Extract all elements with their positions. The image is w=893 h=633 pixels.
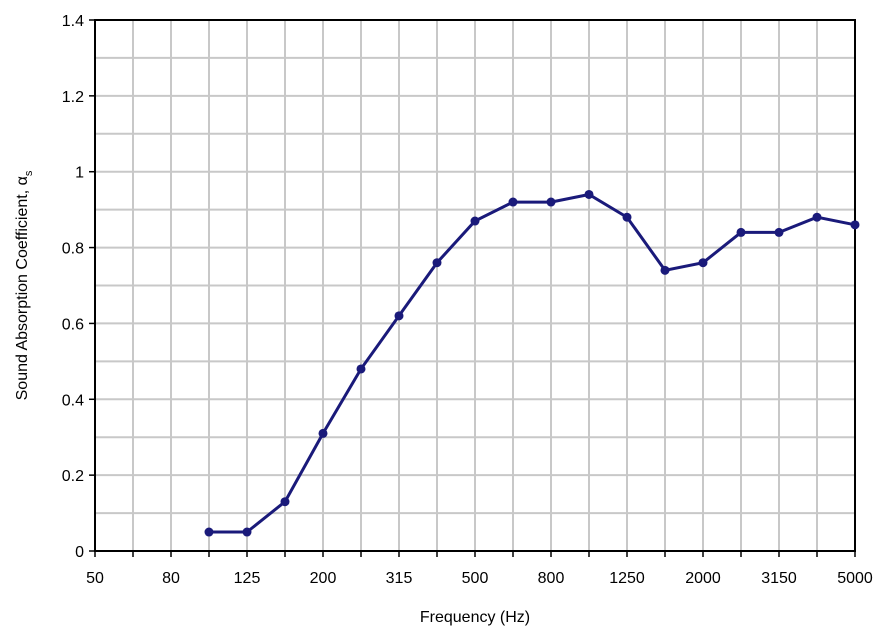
x-axis-title: Frequency (Hz) bbox=[420, 609, 530, 626]
y-tick-label: 1.4 bbox=[62, 13, 84, 30]
data-point bbox=[736, 227, 746, 237]
x-tick-label: 125 bbox=[234, 570, 261, 587]
series-line bbox=[209, 192, 856, 534]
data-points bbox=[204, 189, 860, 537]
grid bbox=[95, 20, 855, 551]
data-point bbox=[850, 220, 860, 230]
y-axis-title: Sound Absorption Coefficient, αs bbox=[14, 170, 35, 400]
y-tick-label: 0.2 bbox=[62, 468, 84, 485]
x-tick-label: 2000 bbox=[685, 570, 721, 587]
data-point bbox=[432, 258, 442, 268]
x-tick-label: 5000 bbox=[837, 570, 873, 587]
data-point bbox=[204, 527, 214, 537]
x-tick-label: 200 bbox=[310, 570, 337, 587]
data-point bbox=[774, 227, 784, 237]
y-tick-label: 1.2 bbox=[62, 89, 84, 106]
data-point bbox=[546, 197, 556, 207]
data-point bbox=[242, 527, 252, 537]
y-axis-title-subscript: s bbox=[23, 170, 35, 176]
y-tick-label: 0 bbox=[75, 544, 84, 561]
data-point bbox=[318, 428, 328, 438]
data-point bbox=[622, 212, 632, 222]
x-axis-tick-labels: 50 80 125 200 315 500 800 1250 2000 3150 5000 bbox=[86, 570, 873, 587]
x-tick-label: 80 bbox=[162, 570, 180, 587]
data-point bbox=[356, 364, 366, 374]
x-tick-label: 315 bbox=[386, 570, 413, 587]
data-point bbox=[280, 497, 290, 507]
data-point bbox=[584, 189, 594, 199]
x-tick-label: 800 bbox=[538, 570, 565, 587]
data-point bbox=[508, 197, 518, 207]
x-tick-label: 500 bbox=[462, 570, 489, 587]
y-tick-label: 0.8 bbox=[62, 241, 84, 258]
y-axis-tick-labels: 0 0.2 0.4 0.6 0.8 1 1.2 1.4 bbox=[62, 13, 84, 561]
x-tick-label: 1250 bbox=[609, 570, 645, 587]
data-point bbox=[660, 265, 670, 275]
data-point bbox=[698, 258, 708, 268]
data-point bbox=[470, 216, 480, 226]
data-point bbox=[394, 311, 404, 321]
y-tick-label: 1 bbox=[75, 165, 84, 182]
y-axis-title-main: Sound Absorption Coefficient, α bbox=[14, 176, 31, 400]
x-tick-label: 3150 bbox=[761, 570, 797, 587]
x-tick-label: 50 bbox=[86, 570, 104, 587]
y-tick-label: 0.4 bbox=[62, 392, 84, 409]
axis-ticks bbox=[89, 19, 856, 557]
y-tick-label: 0.6 bbox=[62, 316, 84, 333]
data-point bbox=[812, 212, 822, 222]
